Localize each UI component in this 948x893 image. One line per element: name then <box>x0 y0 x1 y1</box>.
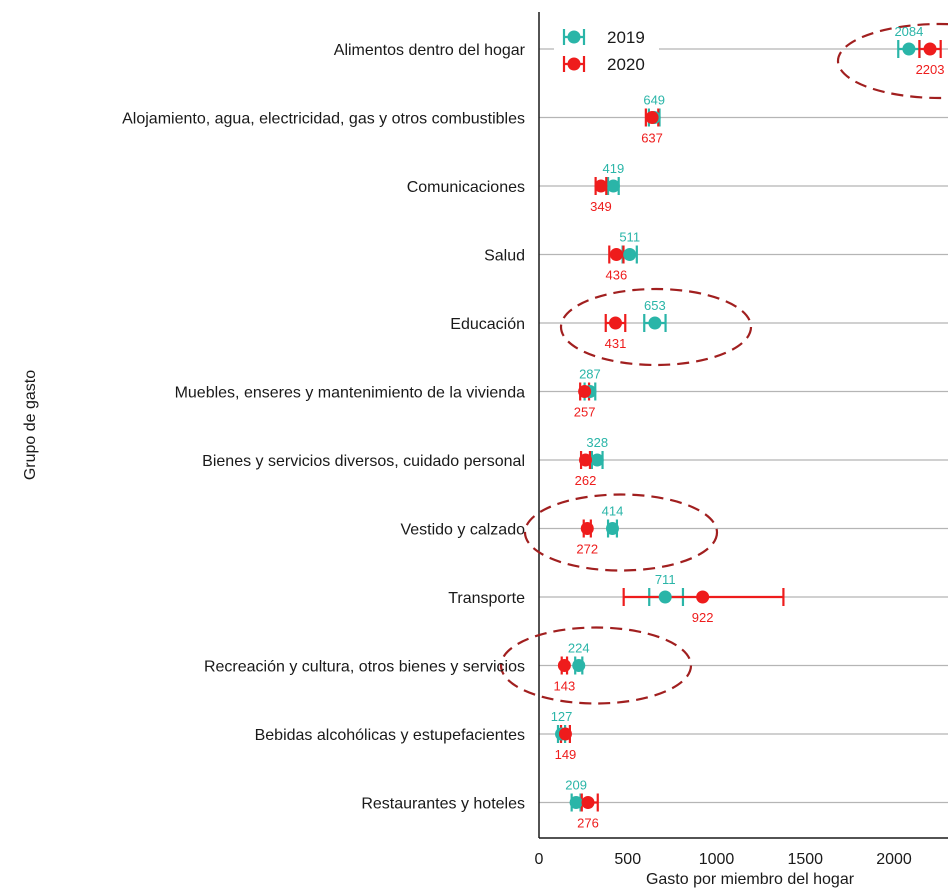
data-label: 511 <box>619 230 640 245</box>
data-label: 276 <box>577 816 599 831</box>
data-label: 2203 <box>916 62 945 77</box>
data-label: 287 <box>579 367 601 382</box>
data-point <box>645 111 659 124</box>
data-label: 272 <box>576 542 598 557</box>
annotation-ellipse <box>499 626 693 705</box>
x-tick-label: 1000 <box>699 851 735 868</box>
data-label: 257 <box>574 405 596 420</box>
data-point <box>609 316 623 330</box>
gridlines <box>539 48 948 804</box>
data-point <box>902 42 916 56</box>
category-label: Bebidas alcohólicas y estupefacientes <box>255 727 525 744</box>
axes: 0 500 1000 1500 2000 <box>535 12 948 868</box>
data-label: 349 <box>590 199 612 214</box>
legend-label: 2020 <box>607 55 645 74</box>
x-tick-label: 0 <box>535 851 544 868</box>
data-label: 2084 <box>894 24 923 39</box>
category-label: Vestido y calzado <box>400 522 525 539</box>
data-point <box>606 179 620 193</box>
data-point <box>580 522 594 535</box>
data-label: 922 <box>692 610 714 625</box>
data-point <box>572 659 586 672</box>
data-label: 431 <box>605 336 627 351</box>
data-point <box>558 727 572 741</box>
legend: 2019 2020 <box>554 20 659 80</box>
annotation-ellipse <box>836 22 948 100</box>
data-point <box>590 453 604 467</box>
data-label: 436 <box>606 268 628 283</box>
x-axis-title: Gasto por miembro del hogar <box>646 871 855 888</box>
data-point <box>658 590 672 604</box>
data-label: 328 <box>586 435 608 450</box>
legend-label: 2019 <box>607 28 645 47</box>
data-point <box>605 522 619 535</box>
data-point <box>557 659 571 672</box>
data-point <box>648 316 662 330</box>
labels: Alimentos dentro del hogar Alojamiento, a… <box>122 24 944 831</box>
x-tick-label: 2000 <box>876 851 912 868</box>
data-label: 224 <box>568 641 590 656</box>
legend-swatch-dot <box>567 30 581 44</box>
data-point <box>579 453 593 467</box>
y-axis-title: Grupo de gasto <box>22 370 39 480</box>
category-label: Muebles, enseres y mantenimiento de la v… <box>175 385 526 402</box>
category-label: Alimentos dentro del hogar <box>334 42 526 59</box>
data-point <box>696 590 710 604</box>
category-label: Educación <box>450 316 525 333</box>
data-label: 419 <box>603 161 625 176</box>
category-label: Alojamiento, agua, electricidad, gas y o… <box>122 111 525 128</box>
category-label: Recreación y cultura, otros bienes y ser… <box>204 659 525 676</box>
category-label: Restaurantes y hoteles <box>361 796 525 813</box>
data-marks <box>555 40 942 812</box>
data-label: 209 <box>565 778 587 793</box>
data-point <box>578 385 592 398</box>
category-label: Transporte <box>448 590 525 607</box>
annotation-ellipse <box>523 493 719 572</box>
category-label: Salud <box>484 248 525 265</box>
data-label: 649 <box>643 93 665 108</box>
data-point <box>581 796 595 809</box>
annotation-ellipse <box>559 287 753 367</box>
legend-swatch-dot <box>567 57 581 71</box>
category-label: Bienes y servicios diversos, cuidado per… <box>202 453 525 470</box>
data-label: 149 <box>555 747 577 762</box>
data-point <box>594 179 608 193</box>
data-point <box>609 248 623 261</box>
data-label: 711 <box>655 572 676 587</box>
data-label: 653 <box>644 298 666 313</box>
x-tick-label: 500 <box>614 851 641 868</box>
data-point <box>923 42 937 56</box>
category-label: Comunicaciones <box>407 179 525 196</box>
data-label: 262 <box>575 473 597 488</box>
data-point <box>623 248 637 261</box>
annotation-ellipses <box>499 22 948 705</box>
x-tick-label: 1500 <box>787 851 823 868</box>
data-label: 414 <box>602 504 624 519</box>
data-label: 637 <box>641 131 663 146</box>
data-label: 143 <box>554 679 576 694</box>
data-point <box>569 796 583 809</box>
data-label: 127 <box>551 709 573 724</box>
